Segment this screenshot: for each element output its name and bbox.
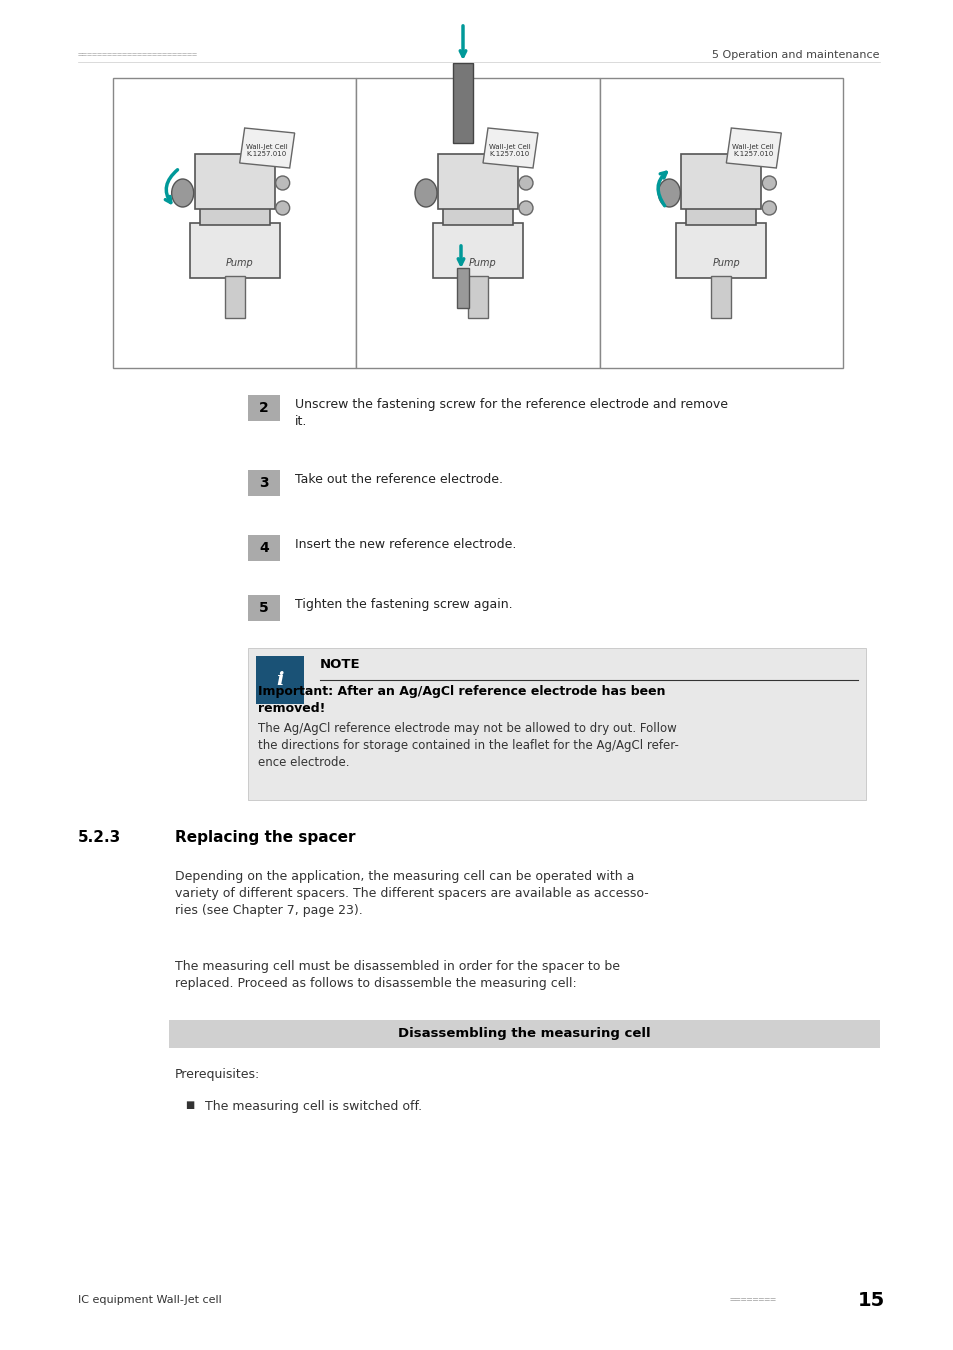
Text: Take out the reference electrode.: Take out the reference electrode. (294, 472, 502, 486)
Bar (248, 648, 865, 801)
Text: The measuring cell must be disassembled in order for the spacer to be
replaced. : The measuring cell must be disassembled … (174, 960, 619, 990)
Polygon shape (239, 128, 294, 167)
Text: 5 Operation and maintenance: 5 Operation and maintenance (712, 50, 879, 59)
Bar (685, 207, 756, 225)
Bar (711, 275, 731, 319)
Text: 4: 4 (259, 541, 269, 555)
Bar (248, 535, 280, 562)
Bar (190, 223, 279, 278)
Bar (255, 656, 304, 703)
Bar (437, 154, 517, 209)
Polygon shape (482, 128, 537, 167)
Text: Pump: Pump (226, 258, 253, 269)
Text: Replacing the spacer: Replacing the spacer (174, 830, 355, 845)
Bar (356, 78, 599, 369)
Text: 15: 15 (857, 1291, 884, 1310)
Bar (248, 396, 280, 421)
Text: Unscrew the fastening screw for the reference electrode and remove
it.: Unscrew the fastening screw for the refe… (294, 398, 727, 428)
Ellipse shape (518, 201, 533, 215)
Bar (199, 207, 270, 225)
Bar (468, 275, 488, 319)
Text: i: i (276, 671, 283, 689)
Text: Important: After an Ag/AgCl reference electrode has been
removed!: Important: After an Ag/AgCl reference el… (257, 684, 665, 716)
Ellipse shape (275, 201, 290, 215)
Bar (194, 154, 274, 209)
Text: IC equipment Wall-Jet cell: IC equipment Wall-Jet cell (78, 1295, 221, 1305)
Bar (456, 269, 469, 308)
Text: Wall-Jet Cell
K.1257.010: Wall-Jet Cell K.1257.010 (489, 144, 530, 158)
Bar (599, 78, 842, 369)
Bar (248, 595, 280, 621)
Polygon shape (725, 128, 781, 167)
Ellipse shape (275, 176, 290, 190)
Text: Insert the new reference electrode.: Insert the new reference electrode. (294, 539, 516, 551)
Bar (676, 223, 765, 278)
Ellipse shape (518, 176, 533, 190)
Bar (224, 275, 244, 319)
Text: Wall-Jet Cell
K.1257.010: Wall-Jet Cell K.1257.010 (732, 144, 774, 158)
Text: Pump: Pump (469, 258, 497, 269)
Ellipse shape (172, 180, 193, 207)
Text: NOTE: NOTE (319, 657, 360, 671)
Text: Pump: Pump (712, 258, 740, 269)
Text: 2: 2 (259, 401, 269, 414)
Text: Tighten the fastening screw again.: Tighten the fastening screw again. (294, 598, 512, 612)
Ellipse shape (761, 201, 776, 215)
Bar (433, 223, 522, 278)
Text: Depending on the application, the measuring cell can be operated with a
variety : Depending on the application, the measur… (174, 869, 648, 917)
Ellipse shape (415, 180, 436, 207)
Text: Disassembling the measuring cell: Disassembling the measuring cell (397, 1027, 650, 1041)
Text: Prerequisites:: Prerequisites: (174, 1068, 260, 1081)
Bar (453, 63, 473, 143)
Ellipse shape (761, 176, 776, 190)
Text: ■: ■ (185, 1100, 194, 1110)
Text: 3: 3 (259, 477, 269, 490)
Text: ========: ======== (729, 1295, 776, 1305)
Bar (169, 1021, 879, 1048)
Bar (442, 207, 513, 225)
Text: Wall-Jet Cell
K.1257.010: Wall-Jet Cell K.1257.010 (246, 144, 287, 158)
Ellipse shape (658, 180, 679, 207)
Bar (680, 154, 760, 209)
Bar (248, 470, 280, 495)
Text: The Ag/AgCl reference electrode may not be allowed to dry out. Follow
the direct: The Ag/AgCl reference electrode may not … (257, 722, 679, 769)
Text: 5: 5 (259, 601, 269, 616)
Bar (112, 78, 356, 369)
Text: ========================: ======================== (78, 50, 198, 59)
Text: The measuring cell is switched off.: The measuring cell is switched off. (205, 1100, 421, 1112)
Text: 5.2.3: 5.2.3 (78, 830, 121, 845)
